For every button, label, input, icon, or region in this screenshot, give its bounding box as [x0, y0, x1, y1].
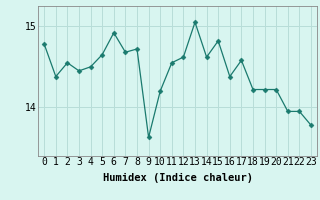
X-axis label: Humidex (Indice chaleur): Humidex (Indice chaleur)	[103, 173, 252, 183]
